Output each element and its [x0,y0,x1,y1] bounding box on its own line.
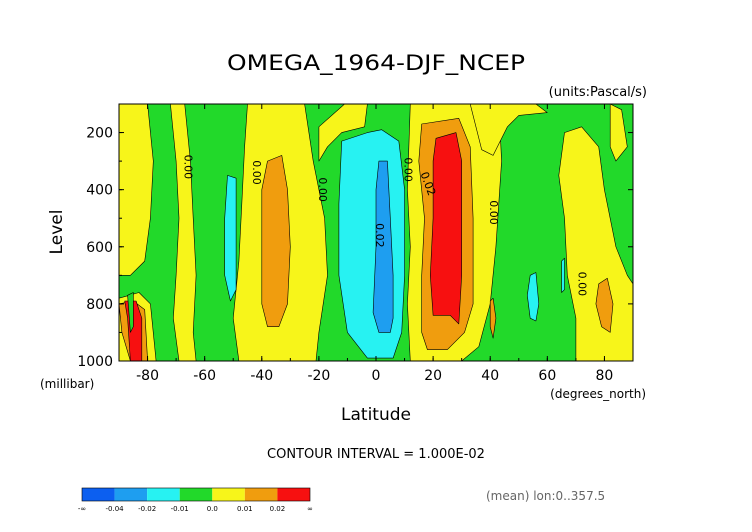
legend-swatch [114,488,148,501]
contour-region-15 [489,297,497,339]
x-tick-label: -20 [307,368,330,384]
contour-label-5: 0.02 [373,223,386,248]
contour-label-3: 0.00 [401,157,414,182]
contour-label-1: 0.00 [250,160,263,185]
legend-label: 0.01 [237,505,253,513]
contour-region-22 [127,292,134,333]
color-legend: -∞ -0.04 -0.02 -0.01 0.0 0.01 0.02 ∞ [78,487,313,513]
y-axis-label: Level [47,210,67,255]
y-tick-label: 800 [86,297,113,313]
chart-title: OMEGA_1964-DJF_NCEP [227,51,525,76]
x-tick-label: 20 [424,368,442,384]
contour-region-20 [526,272,540,322]
y-tick-label: 1000 [77,354,113,370]
legend-frame [81,487,311,502]
legend-swatch [244,488,278,501]
contour-region-16 [609,104,628,162]
y-tick-label: 400 [86,183,113,199]
contour-region-2 [170,104,197,361]
legend-label: -0.02 [138,505,156,513]
legend-label: -∞ [78,505,86,513]
x-tick-label: -40 [250,368,273,384]
contour-label-2: 0.00 [316,177,329,202]
contour-region-7 [261,155,291,328]
contour-label-7: 0.00 [576,272,589,297]
y-axis: 200 400 600 800 1000 [77,103,633,370]
contour-fill-layer [119,104,633,361]
x-tick-label: 60 [538,368,556,384]
legend-label: ∞ [307,505,313,513]
legend-swatch [147,488,180,501]
x-axis: -80 -60 -40 -20 0 20 40 60 80 [118,104,634,384]
contour-region-12 [469,104,548,156]
y-tick-label: 200 [86,126,113,142]
footnote: (mean) lon:0..357.5 [486,489,605,503]
contour-region-17 [224,175,237,302]
contour-region-8 [318,104,368,162]
x-tick-label: 80 [596,368,614,384]
contour-region-11 [429,132,463,325]
legend-swatch [212,488,245,501]
y-units-label: (millibar) [40,377,94,391]
contour-region-18 [338,129,405,359]
contour-label-layer: 0.00 0.000.000.000.020.020.000.00 [182,155,589,297]
legend-label: 0.02 [270,505,286,513]
y-tick-label: 600 [86,240,113,256]
contour-interval-label: CONTOUR INTERVAL = 1.000E-02 [267,447,485,462]
units-label: (units:Pascal/s) [549,85,647,100]
legend-swatch [179,488,213,501]
x-tick-label: 40 [481,368,499,384]
contour-region-14 [595,277,614,333]
contour-region-19 [372,160,394,333]
legend-label: -0.01 [171,505,189,513]
contour-region-21 [561,257,565,293]
legend-swatch [277,488,310,501]
legend-swatch [82,488,115,501]
x-tick-label: 0 [372,368,381,384]
legend-label: 0.0 [207,505,218,513]
contour-label-0: 0.00 [182,155,195,180]
contour-label-6: 0.00 [487,200,500,225]
legend-label: -0.04 [106,505,125,513]
x-axis-label: Latitude [341,405,411,425]
contour-region-13 [558,126,633,361]
x-units-label: (degrees_north) [550,387,646,401]
x-tick-label: -60 [193,368,216,384]
x-tick-label: -80 [136,368,159,384]
